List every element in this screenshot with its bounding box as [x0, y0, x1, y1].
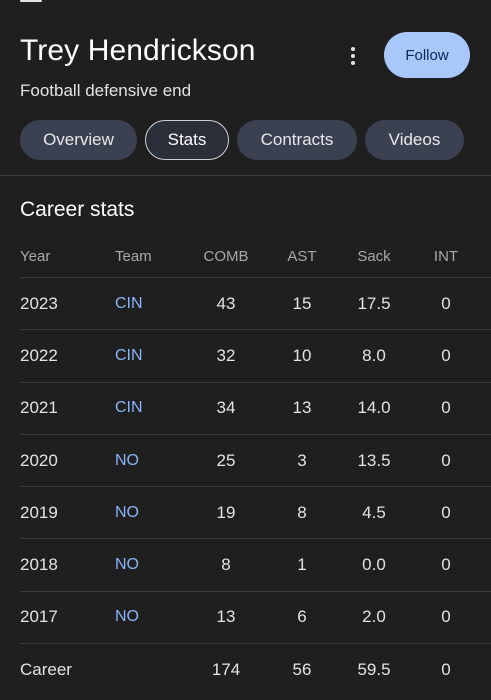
sack-cell: 2.0 [362, 607, 386, 627]
year-cell: 2020 [20, 450, 58, 470]
year-cell: Career [20, 660, 72, 680]
int-cell: 0 [441, 660, 451, 680]
tab-stats[interactable]: Stats [145, 120, 229, 160]
team-link[interactable]: CIN [115, 294, 143, 312]
ast-cell: 10 [292, 345, 312, 365]
sack-cell: 59.5 [357, 660, 391, 680]
sack-cell: 13.5 [357, 450, 391, 470]
int-cell: 0 [441, 555, 451, 575]
sack-cell: 14.0 [357, 398, 391, 418]
ast-cell: 56 [292, 660, 312, 680]
ast-cell: 8 [297, 502, 307, 522]
career-total-row: Career 174 56 59.5 0 [20, 644, 491, 696]
player-header: Trey Hendrickson Football defensive end … [20, 32, 471, 102]
team-link[interactable]: CIN [115, 399, 143, 417]
comb-cell: 32 [216, 345, 236, 365]
sack-cell: 8.0 [362, 345, 386, 365]
ast-cell: 13 [292, 398, 312, 418]
year-cell: 2022 [20, 345, 58, 365]
table-header-row: Year Team COMB AST Sack INT [20, 236, 491, 278]
follow-button[interactable]: Follow [384, 32, 470, 78]
top-bar [0, 0, 491, 10]
table-row: 2018 NO 8 1 0.0 0 [20, 539, 491, 592]
team-link[interactable]: NO [115, 556, 139, 574]
column-header-comb: COMB [203, 248, 249, 265]
year-cell: 2021 [20, 398, 58, 418]
int-cell: 0 [441, 345, 451, 365]
table-row: 2022 CIN 32 10 8.0 0 [20, 330, 491, 383]
player-subtitle: Football defensive end [20, 81, 192, 100]
tab-bar: Overview Stats Contracts Videos [20, 120, 491, 160]
ast-cell: 3 [297, 450, 307, 470]
team-link[interactable]: NO [115, 503, 139, 521]
career-stats-table: Year Team COMB AST Sack INT 2023 CIN 43 … [20, 236, 491, 696]
player-name: Trey Hendrickson [20, 34, 256, 67]
table-row: 2023 CIN 43 15 17.5 0 [20, 278, 491, 331]
section-title: Career stats [20, 198, 135, 221]
tab-contracts[interactable]: Contracts [237, 120, 357, 160]
team-link[interactable]: CIN [115, 346, 143, 364]
int-cell: 0 [441, 607, 451, 627]
comb-cell: 43 [216, 293, 236, 313]
column-header-team: Team [115, 248, 152, 265]
table-row: 2020 NO 25 3 13.5 0 [20, 435, 491, 488]
int-cell: 0 [441, 293, 451, 313]
year-cell: 2017 [20, 607, 58, 627]
year-cell: 2023 [20, 293, 58, 313]
column-header-sack: Sack [357, 248, 391, 265]
header-divider [0, 175, 491, 176]
more-options-icon[interactable] [342, 44, 364, 68]
ast-cell: 1 [297, 555, 307, 575]
table-row: 2019 NO 19 8 4.5 0 [20, 487, 491, 540]
comb-cell: 34 [216, 398, 236, 418]
int-cell: 0 [441, 502, 451, 522]
comb-cell: 19 [216, 502, 236, 522]
column-header-ast: AST [287, 248, 317, 265]
comb-cell: 13 [216, 607, 236, 627]
column-header-int: INT [433, 248, 459, 265]
sack-cell: 17.5 [357, 293, 391, 313]
tab-videos[interactable]: Videos [365, 120, 464, 160]
team-cell [115, 644, 185, 696]
column-header-year: Year [20, 248, 51, 265]
team-link[interactable]: NO [115, 608, 139, 626]
team-link[interactable]: NO [115, 451, 139, 469]
ast-cell: 6 [297, 607, 307, 627]
comb-cell: 8 [221, 555, 231, 575]
sack-cell: 4.5 [362, 502, 386, 522]
comb-cell: 174 [211, 660, 241, 680]
comb-cell: 25 [216, 450, 236, 470]
sack-cell: 0.0 [362, 555, 386, 575]
menu-icon[interactable] [20, 0, 42, 4]
table-row: 2021 CIN 34 13 14.0 0 [20, 383, 491, 435]
int-cell: 0 [441, 450, 451, 470]
tab-overview[interactable]: Overview [20, 120, 137, 160]
int-cell: 0 [441, 398, 451, 418]
year-cell: 2019 [20, 502, 58, 522]
table-row: 2017 NO 13 6 2.0 0 [20, 592, 491, 645]
ast-cell: 15 [292, 293, 312, 313]
year-cell: 2018 [20, 555, 58, 575]
